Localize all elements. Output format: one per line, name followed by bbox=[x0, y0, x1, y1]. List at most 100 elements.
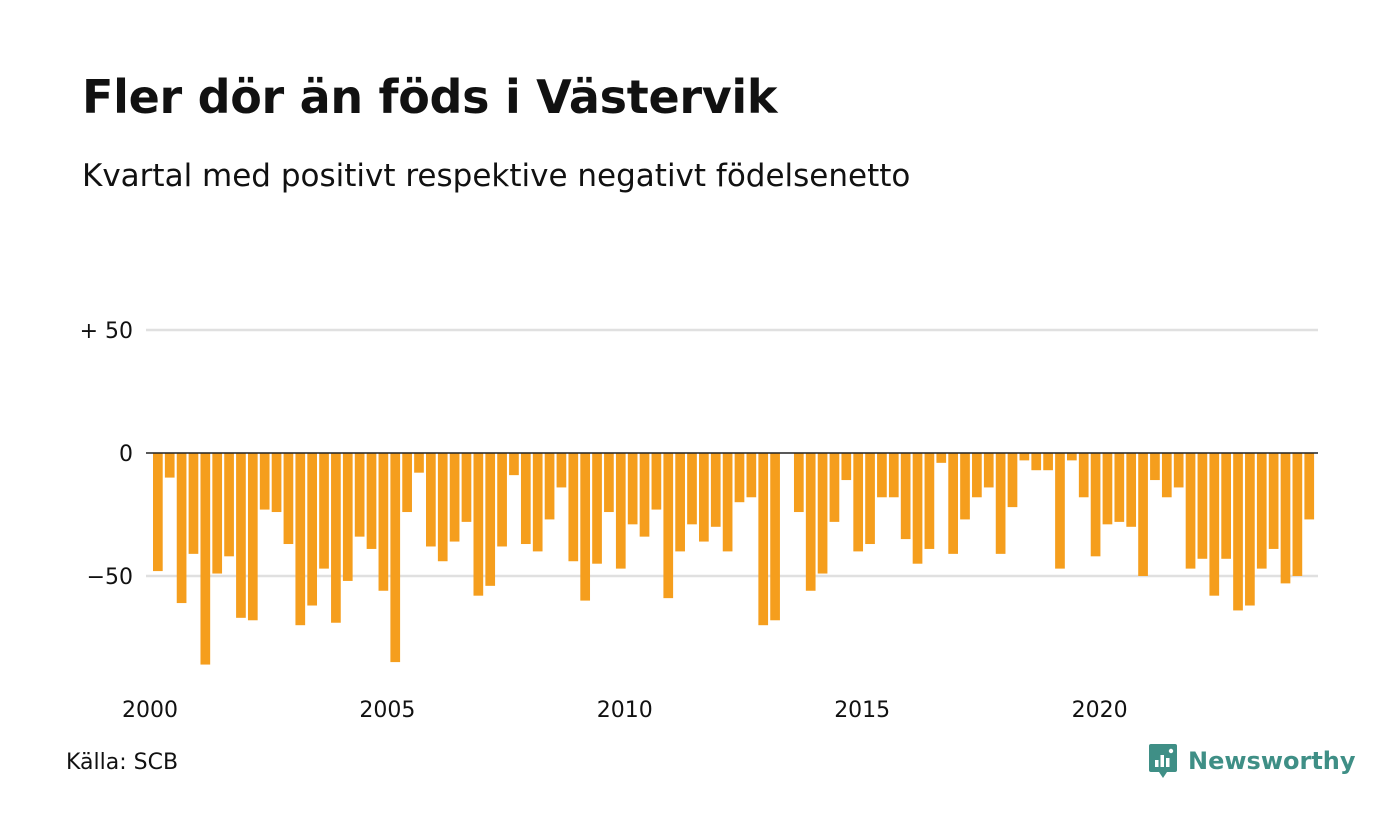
bar bbox=[805, 453, 816, 591]
bar bbox=[1102, 453, 1113, 525]
bar bbox=[473, 453, 484, 596]
bar bbox=[841, 453, 852, 481]
bar bbox=[283, 453, 294, 545]
bar bbox=[912, 453, 923, 564]
bar bbox=[271, 453, 282, 513]
bar bbox=[580, 453, 591, 601]
bar bbox=[1043, 453, 1053, 471]
y-tick-label: −50 bbox=[87, 565, 133, 590]
bar bbox=[390, 453, 401, 663]
bar bbox=[247, 453, 258, 621]
bar bbox=[734, 453, 745, 503]
bar bbox=[924, 453, 935, 549]
bar bbox=[556, 453, 567, 488]
bar bbox=[936, 453, 947, 463]
axis-layer: + 50 0 −50 2000 2005 2010 2015 2020 bbox=[80, 319, 1318, 723]
bar bbox=[1197, 453, 1208, 559]
bar bbox=[699, 453, 709, 542]
bar bbox=[354, 453, 365, 537]
bar bbox=[544, 453, 555, 520]
bar bbox=[1055, 453, 1065, 569]
bar bbox=[1280, 453, 1291, 584]
bar bbox=[366, 453, 377, 549]
bar bbox=[1233, 453, 1243, 611]
bar bbox=[1292, 453, 1303, 576]
bar bbox=[212, 453, 223, 574]
bar bbox=[746, 453, 757, 498]
bar bbox=[983, 453, 994, 488]
bar bbox=[1185, 453, 1196, 569]
grid-layer bbox=[146, 328, 1318, 578]
y-tick-label: 0 bbox=[119, 442, 133, 467]
source-note: Källa: SCB bbox=[66, 750, 179, 775]
bar bbox=[853, 453, 864, 552]
bar bbox=[829, 453, 840, 522]
bar bbox=[164, 453, 175, 478]
bar bbox=[604, 453, 614, 513]
bar bbox=[497, 453, 507, 547]
bar bbox=[865, 453, 875, 545]
x-tick-label: 2020 bbox=[1072, 698, 1128, 723]
bar bbox=[793, 453, 804, 513]
bar bbox=[437, 453, 448, 562]
bar bbox=[259, 453, 270, 510]
bar bbox=[1126, 453, 1137, 527]
x-tick-label: 2010 bbox=[597, 698, 653, 723]
bar bbox=[1304, 453, 1315, 520]
bar bbox=[1078, 453, 1089, 498]
bar bbox=[307, 453, 318, 606]
bar bbox=[1209, 453, 1220, 596]
bar bbox=[485, 453, 496, 586]
bar bbox=[1007, 453, 1018, 508]
newsworthy-logo-icon bbox=[1149, 744, 1177, 778]
bar bbox=[1256, 453, 1267, 569]
chart-title: Fler dör än föds i Västervik bbox=[82, 70, 778, 124]
bar-chart: + 50 0 −50 2000 2005 2010 2015 2020 bbox=[80, 319, 1318, 723]
bar bbox=[224, 453, 234, 557]
bar bbox=[592, 453, 602, 564]
bar bbox=[770, 453, 780, 621]
bar bbox=[1173, 453, 1184, 488]
brand-name: Newsworthy bbox=[1188, 747, 1356, 775]
bar bbox=[675, 453, 685, 552]
bar bbox=[615, 453, 626, 569]
bar bbox=[758, 453, 769, 626]
bar bbox=[188, 453, 199, 554]
bar bbox=[1245, 453, 1255, 606]
bar bbox=[817, 453, 828, 574]
bar bbox=[1090, 453, 1101, 557]
bar bbox=[1138, 453, 1148, 576]
brand-logo: Newsworthy bbox=[1148, 743, 1356, 779]
y-tick-label: + 50 bbox=[80, 319, 133, 344]
bar bbox=[1031, 453, 1042, 471]
x-tick-label: 2000 bbox=[122, 698, 178, 723]
bar bbox=[960, 453, 970, 520]
bar bbox=[1221, 453, 1231, 559]
bar bbox=[888, 453, 899, 498]
bar bbox=[378, 453, 389, 591]
chart-subtitle: Kvartal med positivt respektive negativt… bbox=[82, 158, 911, 194]
bar bbox=[1150, 453, 1160, 481]
bar bbox=[509, 453, 519, 476]
bar bbox=[153, 453, 163, 572]
bar bbox=[663, 453, 674, 599]
bar bbox=[426, 453, 436, 547]
bar bbox=[1066, 453, 1077, 461]
bar bbox=[639, 453, 650, 537]
bar bbox=[627, 453, 638, 525]
bar bbox=[710, 453, 721, 527]
bar bbox=[176, 453, 187, 604]
bar bbox=[236, 453, 246, 618]
x-tick-label: 2005 bbox=[359, 698, 415, 723]
bar bbox=[532, 453, 543, 552]
bar bbox=[900, 453, 911, 540]
bar bbox=[687, 453, 697, 525]
bar bbox=[342, 453, 353, 581]
bar bbox=[1268, 453, 1279, 549]
bar bbox=[877, 453, 887, 498]
bar bbox=[651, 453, 662, 510]
bar bbox=[1161, 453, 1172, 498]
bar bbox=[568, 453, 579, 562]
bar bbox=[520, 453, 531, 545]
bar bbox=[295, 453, 306, 626]
